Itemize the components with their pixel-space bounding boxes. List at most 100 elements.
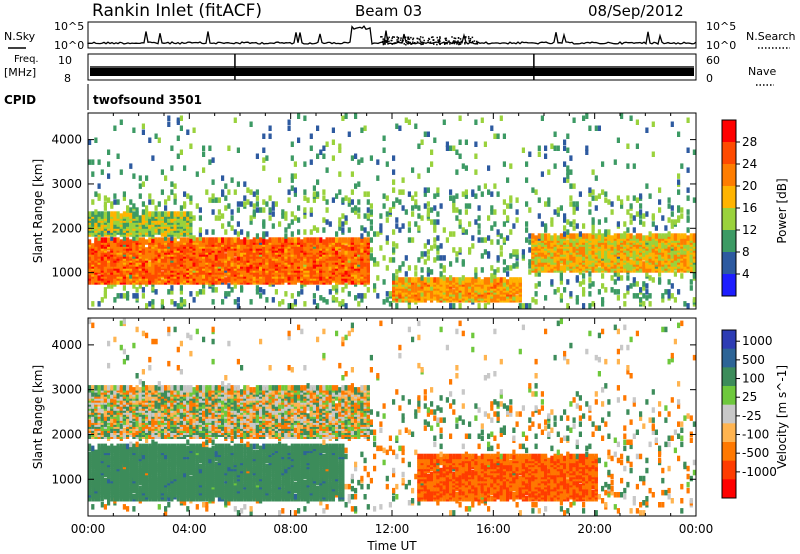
power-cell <box>255 153 259 159</box>
power-cell <box>103 237 107 243</box>
power-cell <box>499 115 503 121</box>
power-cell <box>480 267 484 273</box>
power-cell <box>420 275 424 281</box>
power-cell <box>274 201 278 207</box>
power-cell <box>439 203 443 209</box>
power-cell <box>461 275 465 281</box>
power-cell <box>138 175 142 181</box>
power-cell <box>651 121 655 127</box>
power-cell <box>179 289 183 295</box>
power-cell <box>452 195 456 201</box>
velocity-cell <box>100 429 104 435</box>
power-cell <box>195 251 199 257</box>
power-cell <box>392 229 396 235</box>
power-cell <box>430 207 434 213</box>
power-cell <box>639 233 643 239</box>
power-cell <box>138 257 142 263</box>
power-cell <box>563 177 567 183</box>
power-cell <box>683 265 687 271</box>
power-cell <box>423 203 427 209</box>
power-cell <box>499 245 503 251</box>
power-cell <box>670 265 674 271</box>
power-cell <box>654 233 658 239</box>
power-cell <box>126 237 130 243</box>
power-cell <box>129 199 133 205</box>
power-cell <box>635 119 639 125</box>
power-cell <box>316 179 320 185</box>
freq-band <box>90 68 694 76</box>
power-cell <box>316 271 320 277</box>
power-cell <box>224 205 228 211</box>
power-cell <box>300 239 304 245</box>
power-cell <box>116 241 120 247</box>
power-cell <box>515 217 519 223</box>
power-cell <box>290 173 294 179</box>
power-cell <box>439 243 443 249</box>
power-cell <box>369 219 373 225</box>
power-cell <box>316 237 320 243</box>
power-cell <box>626 209 630 215</box>
power-cell <box>290 155 294 161</box>
velocity-cell <box>88 489 92 496</box>
power-cell <box>297 217 301 223</box>
power-cell <box>198 239 202 245</box>
power-cell <box>249 239 253 245</box>
power-cell <box>575 275 579 281</box>
nsearch-dot <box>475 42 478 45</box>
power-cell <box>556 247 560 253</box>
power-cell <box>588 209 592 215</box>
power-cell <box>325 207 329 213</box>
power-cell <box>521 249 525 255</box>
power-cell <box>322 195 326 201</box>
power-cell <box>183 237 187 243</box>
power-cell <box>350 207 354 213</box>
power-cell <box>284 237 288 243</box>
power-cell <box>211 269 215 275</box>
power-cell <box>167 289 171 295</box>
power-cell <box>113 193 117 199</box>
power-cell <box>316 125 320 131</box>
power-cell <box>483 183 487 189</box>
nsearch-dot <box>444 37 446 40</box>
power-cell <box>227 221 231 227</box>
power-cell <box>474 277 478 283</box>
nsearch-dot <box>433 39 435 41</box>
power-cell <box>648 257 652 263</box>
power-cell <box>129 163 133 169</box>
power-cell <box>116 263 120 269</box>
power-cell <box>233 251 237 257</box>
power-cell <box>164 267 168 273</box>
power-cell <box>88 239 92 245</box>
power-cell <box>88 263 92 269</box>
power-cell <box>129 273 133 279</box>
power-cell <box>490 281 494 287</box>
nsearch-dot <box>419 38 421 40</box>
power-cell <box>616 289 620 295</box>
power-cell <box>376 293 380 299</box>
power-cell <box>597 241 601 247</box>
power-cell <box>366 213 370 219</box>
power-cell <box>132 235 136 241</box>
velocity-cell <box>88 443 92 450</box>
power-cell <box>122 195 126 201</box>
nsearch-dot <box>452 40 455 42</box>
nsearch-dot <box>464 36 467 39</box>
power-cell <box>547 197 551 203</box>
power-heatmap <box>88 113 696 309</box>
power-cell <box>692 265 696 271</box>
power-cell <box>350 189 354 195</box>
power-cell <box>255 237 259 243</box>
power-cell <box>249 201 253 207</box>
power-cell <box>217 197 221 203</box>
power-cell <box>97 275 101 281</box>
power-cell <box>442 255 446 261</box>
power-cell <box>686 187 690 193</box>
nsearch-dot <box>445 41 447 44</box>
power-cell <box>673 297 677 303</box>
power-cell <box>692 271 696 277</box>
power-cell <box>160 237 164 243</box>
velocity-cell <box>97 443 101 450</box>
power-cell <box>303 115 307 121</box>
power-cell <box>129 207 133 213</box>
power-cell <box>597 219 601 225</box>
